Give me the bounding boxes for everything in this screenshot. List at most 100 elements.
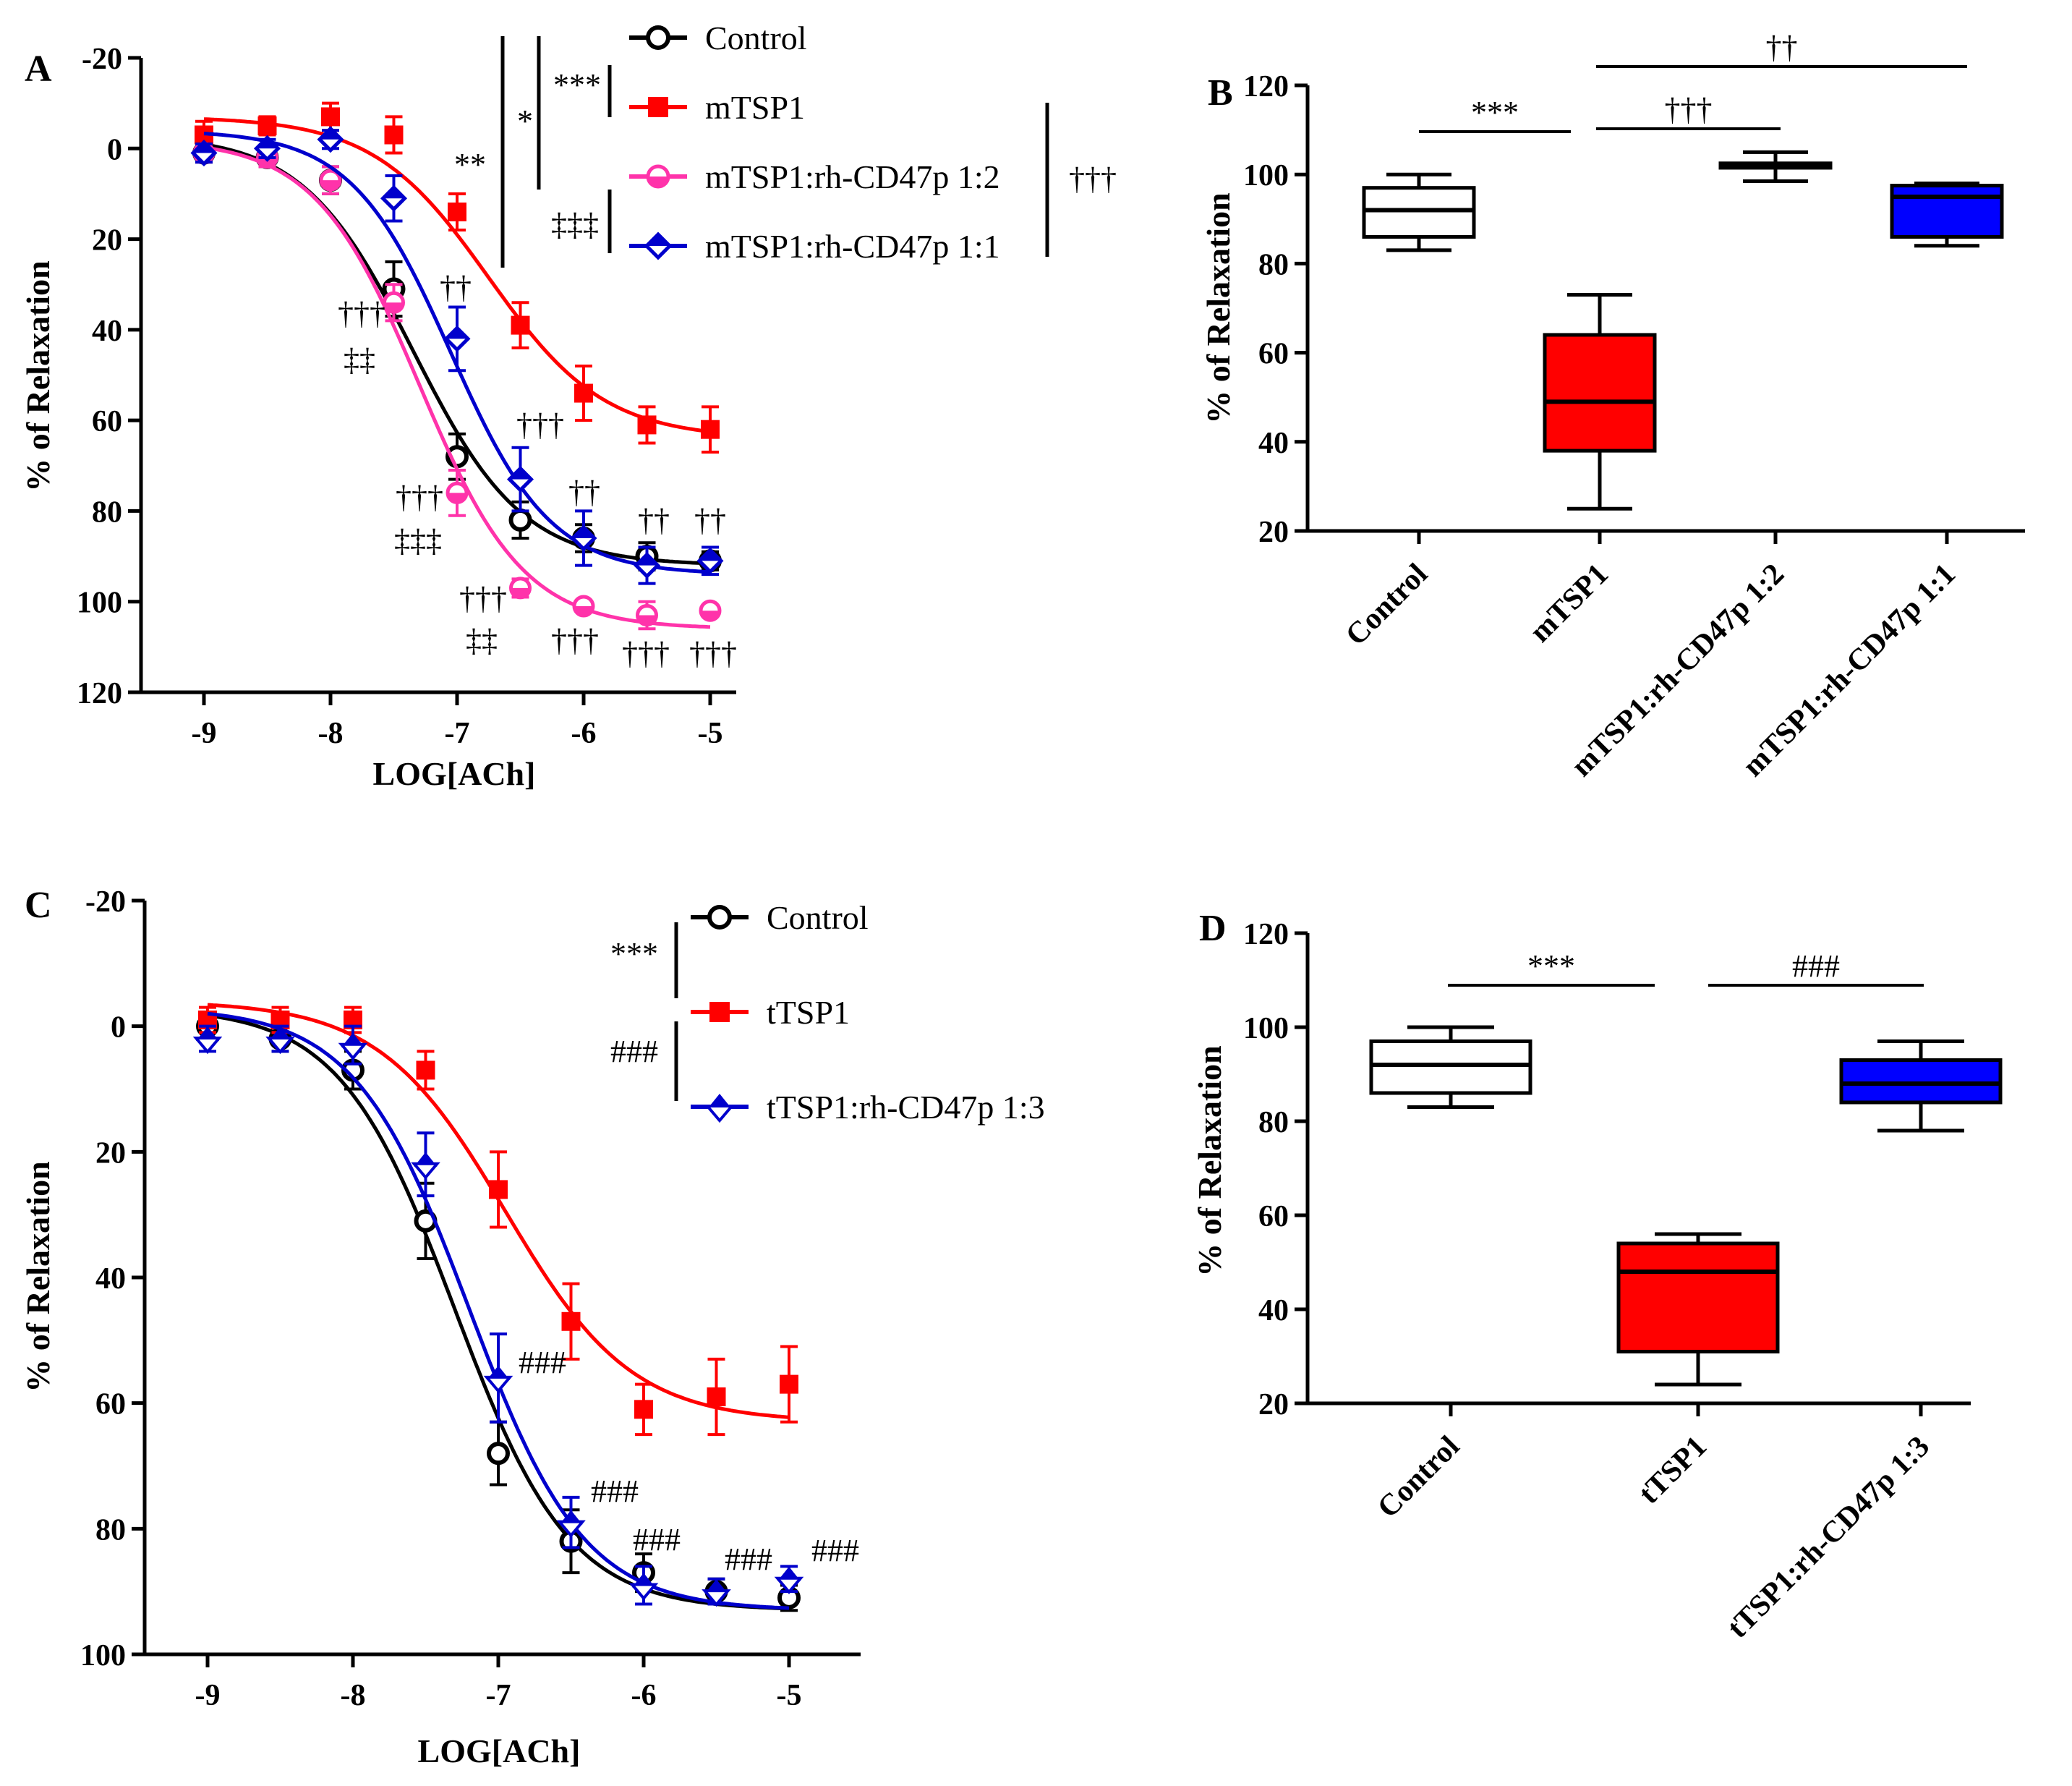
panel-c-x-tick-label: -9 bbox=[195, 1679, 221, 1712]
panel-a-data-point bbox=[574, 383, 593, 403]
panel-a-legend-marker bbox=[648, 97, 668, 117]
panel-a-data-point-fill bbox=[573, 527, 594, 539]
panel-c-fit-curve bbox=[207, 1011, 790, 1610]
panel-a-data-point bbox=[321, 107, 340, 127]
panel-a-y-tick-label: -20 bbox=[82, 43, 122, 76]
panel-c-legend-marker-outline bbox=[704, 1105, 736, 1123]
panel-b-category-label: mTSP1 bbox=[1523, 558, 1615, 650]
panel-a-data-point-fill bbox=[636, 554, 658, 566]
panel-a-y-tick-label: 20 bbox=[92, 224, 122, 258]
panel-a-legend-label: Control bbox=[705, 20, 807, 56]
panel-a-y-tick-label: 80 bbox=[92, 496, 122, 529]
panel-a-x-tick-label: -7 bbox=[445, 717, 470, 750]
panel-c-data-point bbox=[416, 1060, 435, 1080]
panel-b-y-tick-label: 80 bbox=[1258, 248, 1289, 281]
panel-a-data-point bbox=[508, 508, 532, 532]
panel-a-annotation: * bbox=[517, 103, 533, 139]
panel-a-data-point-fill bbox=[193, 142, 215, 153]
panel-a-data-point-fill bbox=[699, 550, 721, 561]
panel-d-category-label: tTSP1:rh-CD47p 1:3 bbox=[1721, 1430, 1936, 1645]
panel-a-annotation: ‡‡ bbox=[466, 623, 498, 658]
panel-d-chart: 20 40 60 80 100 120 % of Relaxation Control tTSP… bbox=[1191, 918, 2003, 1645]
panel-a-annotation: †† bbox=[694, 503, 726, 538]
panel-b-box bbox=[1543, 333, 1657, 453]
panel-b-y-tick-label: 40 bbox=[1258, 427, 1289, 460]
panel-c-data-point-outline bbox=[556, 1520, 586, 1538]
panel-a-data-point-fill bbox=[574, 605, 593, 616]
panel-d-significance-label: *** bbox=[1527, 948, 1575, 984]
panel-c-x-label: LOG[ACh] bbox=[418, 1732, 581, 1769]
panel-c-y-tick-label: 40 bbox=[95, 1262, 126, 1296]
panel-c-x-tick-label: -6 bbox=[631, 1679, 657, 1712]
panel-c-data-point bbox=[561, 1311, 581, 1331]
panel-c-legend-label: tTSP1:rh-CD47p 1:3 bbox=[767, 1089, 1045, 1126]
panel-c-x-tick-label: -7 bbox=[486, 1679, 511, 1712]
panel-a-legend-marker bbox=[646, 25, 670, 50]
panel-c-data-point bbox=[487, 1442, 510, 1466]
panel-a-legend-marker-fill bbox=[647, 234, 670, 246]
panel-a-data-point bbox=[257, 116, 277, 135]
panel-c-y-tick-label: 60 bbox=[95, 1388, 126, 1421]
panel-c-annotation: ### bbox=[725, 1542, 772, 1577]
panel-d-box bbox=[1616, 1241, 1780, 1353]
panel-label-c: C bbox=[25, 885, 52, 926]
panel-a-data-point-fill bbox=[637, 615, 657, 625]
panel-c-annotation: *** bbox=[610, 936, 658, 971]
panel-c-chart: -20 0 20 40 60 80 100 -9 -8 -7 -6 -5 LOG[ACh] % of Re… bbox=[20, 885, 1045, 1769]
panel-d-box bbox=[1839, 1058, 2003, 1105]
panel-a-data-point-fill bbox=[384, 302, 404, 312]
panel-a-data-point-fill bbox=[509, 468, 532, 480]
panel-a-y-label: % of Relaxation bbox=[20, 260, 56, 491]
panel-c-annotation: ### bbox=[519, 1345, 566, 1380]
panel-b-significance-label: †† bbox=[1766, 30, 1798, 65]
panel-c-data-point-outline bbox=[411, 1162, 440, 1180]
panel-b-significance-label: *** bbox=[1471, 95, 1519, 130]
panel-a-y-tick-label: 100 bbox=[77, 587, 122, 620]
panel-a-data-point bbox=[701, 420, 720, 439]
panel-b-y-tick-label: 120 bbox=[1243, 70, 1289, 103]
panel-a-fit-curve bbox=[203, 117, 711, 434]
panel-a-data-point bbox=[448, 202, 466, 221]
panel-a-annotation: ††† bbox=[622, 636, 670, 671]
panel-c-legend-label: Control bbox=[767, 899, 869, 936]
panel-a-annotation: ††† bbox=[551, 623, 599, 658]
panel-b-category-label: Control bbox=[1339, 558, 1434, 652]
panel-c-data-point-outline bbox=[628, 1583, 659, 1601]
panel-a-y-tick-label: 120 bbox=[77, 677, 122, 710]
panel-c-data-point-outline bbox=[702, 1589, 731, 1607]
panel-b-y-label: % of Relaxation bbox=[1200, 192, 1237, 423]
panel-a-annotation: *** bbox=[553, 67, 601, 103]
panel-a-data-point-fill bbox=[446, 328, 468, 339]
panel-a-annotation: †† bbox=[568, 475, 600, 510]
panel-a-annotation: ††† bbox=[338, 296, 385, 331]
panel-a-data-point bbox=[637, 415, 657, 435]
panel-a-annotation: †† bbox=[440, 270, 472, 305]
panel-a-data-point-fill bbox=[257, 157, 277, 167]
panel-d-y-tick-label: 100 bbox=[1243, 1012, 1289, 1045]
panel-a-y-tick-label: 60 bbox=[92, 405, 122, 438]
panel-c-data-point bbox=[634, 1400, 653, 1419]
panel-label-d: D bbox=[1199, 908, 1227, 949]
panel-c-y-tick-label: 0 bbox=[111, 1011, 126, 1045]
panel-c-x-tick-label: -8 bbox=[341, 1679, 366, 1712]
panel-c-data-point-outline bbox=[192, 1037, 223, 1055]
panel-b-y-tick-label: 100 bbox=[1243, 159, 1289, 192]
panel-a-data-point-fill bbox=[511, 587, 530, 598]
panel-a-x-tick-label: -9 bbox=[192, 717, 217, 750]
panel-c-y-tick-label: -20 bbox=[85, 885, 126, 919]
panel-a-x-tick-label: -8 bbox=[318, 717, 344, 750]
panel-a-annotation: ‡‡ bbox=[344, 342, 375, 378]
panel-a-chart: -20 0 20 40 60 80 100 120 -9 -8 -7 -6 -5 LOG[ACh] % of… bbox=[20, 20, 1117, 792]
panel-d-y-tick-label: 120 bbox=[1243, 918, 1289, 951]
panel-a-legend-label: mTSP1 bbox=[705, 89, 805, 126]
panel-b-box bbox=[1362, 186, 1476, 239]
panel-d-significance-label: ### bbox=[1792, 948, 1840, 984]
panel-b-y-tick-label: 60 bbox=[1258, 338, 1289, 371]
panel-d-y-tick-label: 40 bbox=[1258, 1294, 1289, 1327]
panel-a-data-point-fill bbox=[321, 180, 340, 190]
panel-c-data-point bbox=[780, 1374, 798, 1394]
panel-d-y-tick-label: 60 bbox=[1258, 1200, 1289, 1233]
panel-a-annotation: ††† bbox=[1069, 161, 1117, 197]
panel-a-data-point-fill bbox=[448, 493, 466, 503]
